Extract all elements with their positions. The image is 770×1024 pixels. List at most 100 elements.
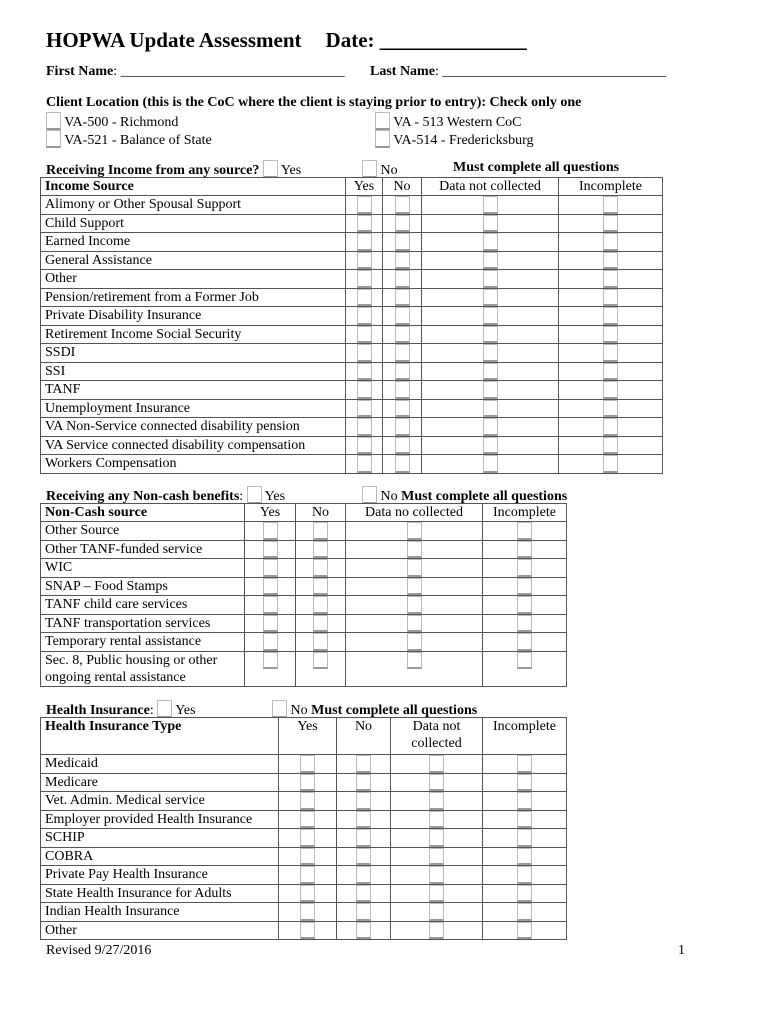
health-no-checkbox[interactable] (272, 700, 287, 718)
noncash-yes-checkbox[interactable] (246, 486, 262, 504)
yes-checkbox[interactable] (262, 577, 278, 595)
yes-checkbox[interactable] (262, 559, 278, 577)
no-checkbox[interactable] (394, 270, 410, 288)
yes-checkbox[interactable] (356, 214, 372, 232)
no-checkbox[interactable] (394, 418, 410, 436)
no-checkbox[interactable] (313, 577, 328, 595)
incomplete-checkbox[interactable] (603, 196, 618, 214)
incomplete-checkbox[interactable] (603, 288, 618, 306)
no-checkbox[interactable] (356, 829, 371, 847)
incomplete-checkbox[interactable] (517, 773, 532, 791)
incomplete-checkbox[interactable] (603, 307, 618, 325)
incomplete-checkbox[interactable] (517, 614, 532, 632)
data-not-collected-checkbox[interactable] (482, 307, 498, 325)
incomplete-checkbox[interactable] (517, 866, 532, 884)
last-name-line[interactable]: : ________________________________ (434, 64, 667, 79)
data-not-collected-checkbox[interactable] (482, 233, 498, 251)
data-not-collected-checkbox[interactable] (429, 810, 444, 828)
no-checkbox[interactable] (394, 381, 410, 399)
incomplete-checkbox[interactable] (517, 596, 532, 614)
data-not-collected-checkbox[interactable] (482, 251, 498, 269)
yes-checkbox[interactable] (300, 810, 315, 828)
yes-checkbox[interactable] (300, 884, 315, 902)
data-not-collected-checkbox[interactable] (482, 196, 498, 214)
date-field[interactable]: Date: ______________ (325, 28, 527, 52)
data-not-collected-checkbox[interactable] (482, 362, 498, 380)
no-checkbox[interactable] (356, 903, 371, 921)
incomplete-checkbox[interactable] (517, 540, 532, 558)
yes-checkbox[interactable] (262, 633, 278, 651)
data-not-collected-checkbox[interactable] (406, 651, 422, 669)
health-yes-checkbox[interactable] (157, 700, 173, 718)
data-not-collected-checkbox[interactable] (482, 418, 498, 436)
yes-checkbox[interactable] (262, 522, 278, 540)
no-checkbox[interactable] (313, 559, 328, 577)
incomplete-checkbox[interactable] (517, 792, 532, 810)
yes-checkbox[interactable] (300, 829, 315, 847)
no-checkbox[interactable] (394, 362, 410, 380)
yes-checkbox[interactable] (300, 755, 315, 773)
no-checkbox[interactable] (394, 325, 410, 343)
no-checkbox[interactable] (313, 651, 328, 669)
data-not-collected-checkbox[interactable] (406, 540, 422, 558)
yes-checkbox[interactable] (262, 596, 278, 614)
data-not-collected-checkbox[interactable] (406, 559, 422, 577)
noncash-no-checkbox[interactable] (362, 486, 377, 504)
data-not-collected-checkbox[interactable] (482, 399, 498, 417)
data-not-collected-checkbox[interactable] (429, 792, 444, 810)
location-option-va521[interactable]: VA-521 - Balance of State (46, 130, 212, 149)
yes-checkbox[interactable] (356, 344, 372, 362)
no-checkbox[interactable] (394, 399, 410, 417)
data-not-collected-checkbox[interactable] (406, 522, 422, 540)
data-not-collected-checkbox[interactable] (429, 903, 444, 921)
incomplete-checkbox[interactable] (603, 399, 618, 417)
yes-checkbox[interactable] (356, 307, 372, 325)
data-not-collected-checkbox[interactable] (429, 773, 444, 791)
income-no-checkbox[interactable] (362, 160, 377, 178)
no-checkbox[interactable] (356, 810, 371, 828)
no-checkbox[interactable] (356, 792, 371, 810)
yes-checkbox[interactable] (300, 903, 315, 921)
checkbox[interactable] (375, 112, 390, 130)
data-not-collected-checkbox[interactable] (429, 829, 444, 847)
yes-checkbox[interactable] (300, 847, 315, 865)
no-checkbox[interactable] (394, 455, 410, 473)
incomplete-checkbox[interactable] (517, 651, 532, 669)
location-option-va514[interactable]: VA-514 - Fredericksburg (375, 130, 534, 149)
no-checkbox[interactable] (356, 755, 371, 773)
no-checkbox[interactable] (313, 596, 328, 614)
yes-checkbox[interactable] (356, 436, 372, 454)
data-not-collected-checkbox[interactable] (482, 455, 498, 473)
no-checkbox[interactable] (313, 633, 328, 651)
no-checkbox[interactable] (394, 196, 410, 214)
data-not-collected-checkbox[interactable] (482, 214, 498, 232)
yes-checkbox[interactable] (356, 251, 372, 269)
incomplete-checkbox[interactable] (517, 903, 532, 921)
incomplete-checkbox[interactable] (517, 577, 532, 595)
no-checkbox[interactable] (356, 847, 371, 865)
incomplete-checkbox[interactable] (603, 418, 618, 436)
yes-checkbox[interactable] (356, 196, 372, 214)
no-checkbox[interactable] (313, 540, 328, 558)
no-checkbox[interactable] (394, 251, 410, 269)
yes-checkbox[interactable] (356, 288, 372, 306)
incomplete-checkbox[interactable] (517, 522, 532, 540)
incomplete-checkbox[interactable] (603, 270, 618, 288)
yes-checkbox[interactable] (300, 921, 315, 939)
yes-checkbox[interactable] (356, 270, 372, 288)
no-checkbox[interactable] (313, 614, 328, 632)
yes-checkbox[interactable] (300, 792, 315, 810)
yes-checkbox[interactable] (356, 233, 372, 251)
yes-checkbox[interactable] (356, 381, 372, 399)
data-not-collected-checkbox[interactable] (429, 866, 444, 884)
incomplete-checkbox[interactable] (517, 829, 532, 847)
data-not-collected-checkbox[interactable] (482, 344, 498, 362)
no-checkbox[interactable] (394, 344, 410, 362)
incomplete-checkbox[interactable] (517, 847, 532, 865)
first-name-line[interactable]: : ________________________________ (113, 64, 345, 79)
incomplete-checkbox[interactable] (517, 633, 532, 651)
income-yes-checkbox[interactable] (262, 160, 278, 178)
data-not-collected-checkbox[interactable] (406, 633, 422, 651)
data-not-collected-checkbox[interactable] (429, 884, 444, 902)
no-checkbox[interactable] (356, 866, 371, 884)
